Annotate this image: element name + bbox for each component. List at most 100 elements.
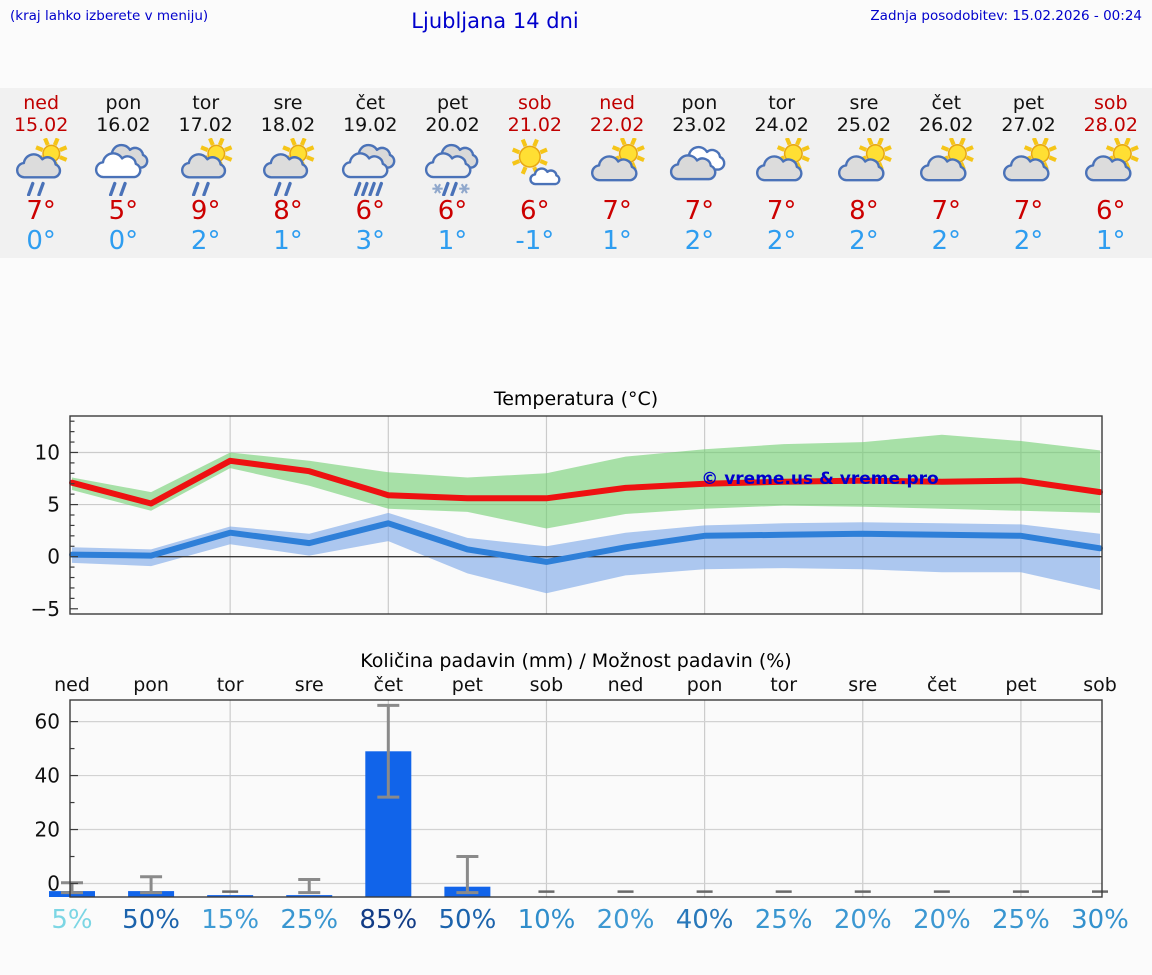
- day-name: pon: [681, 92, 718, 114]
- precip-day-label: sre: [295, 674, 324, 696]
- day-low-temp: 2°: [766, 226, 797, 256]
- day-column-21.02: sob 21.02 6° -1°: [494, 88, 576, 258]
- day-low-temp: 2°: [931, 226, 961, 256]
- last-update-label: Zadnja posodobitev: 15.02.2026 - 00:24: [870, 8, 1142, 24]
- temp-band: [72, 434, 1100, 529]
- day-column-23.02: pon 23.02 7° 2°: [658, 88, 740, 258]
- precip-probability-label: 40%: [676, 905, 734, 935]
- day-low-temp: 2°: [684, 226, 715, 256]
- precip-day-label: pon: [133, 674, 169, 696]
- day-date: 16.02: [96, 114, 151, 136]
- day-column-19.02: čet 19.02 6° 3°: [329, 88, 411, 258]
- precip-error-bar: [456, 855, 479, 895]
- precip-day-label: ned: [608, 674, 644, 696]
- day-low-temp: 0°: [26, 226, 56, 256]
- day-date: 17.02: [178, 114, 233, 136]
- day-low-temp: 1°: [602, 226, 632, 256]
- day-date: 18.02: [260, 114, 316, 136]
- day-name: sob: [518, 92, 552, 114]
- precip-probability-label: 10%: [518, 905, 576, 935]
- temperature-chart: © vreme.us & vreme.pro −5 0 5 10: [31, 415, 1103, 621]
- day-weather-icon: [658, 138, 740, 196]
- day-weather-icon: [411, 138, 493, 196]
- day-name: pet: [436, 92, 469, 114]
- day-weather-icon: [1070, 138, 1152, 196]
- cloud-sun-icon: [831, 138, 892, 196]
- day-date: 27.02: [1001, 114, 1056, 136]
- day-weather-icon: [494, 138, 576, 196]
- precipitation-chart-title: Količina padavin (mm) / Možnost padavin …: [360, 650, 792, 672]
- clouds-rain-icon: [90, 138, 156, 196]
- precip-probability-label: 25%: [755, 905, 813, 935]
- day-weather-icon: [329, 138, 411, 196]
- day-name: sob: [1094, 92, 1128, 114]
- precip-error-bar: [61, 881, 83, 895]
- precip-ytick-label: 0: [47, 872, 60, 896]
- menu-hint: (kraj lahko izberete v meniju): [10, 8, 209, 24]
- watermark: © vreme.us & vreme.pro: [701, 469, 938, 489]
- precip-probability-label: 20%: [834, 905, 892, 935]
- day-date: 28.02: [1083, 114, 1138, 136]
- day-low-temp: 2°: [1013, 226, 1044, 256]
- day-weather-icon: [82, 138, 164, 196]
- day-column-20.02: pet 20.02 6° 1°: [411, 88, 493, 258]
- precip-probability-label: 50%: [122, 905, 180, 935]
- day-weather-icon: [741, 138, 823, 196]
- precip-day-label: čet: [927, 674, 957, 696]
- day-low-temp: 1°: [1096, 226, 1126, 256]
- day-low-temp: 2°: [849, 226, 879, 256]
- precip-probability-label: 50%: [438, 905, 496, 935]
- day-high-temp: 8°: [849, 196, 879, 226]
- day-name: pon: [105, 92, 142, 114]
- day-column-18.02: sre 18.02 8° 1°: [247, 88, 329, 258]
- precip-ytick-label: 60: [35, 710, 60, 734]
- day-name: ned: [23, 92, 60, 114]
- sun-cloud-rain-icon: [255, 138, 315, 196]
- day-high-temp: 6°: [355, 196, 386, 226]
- clouds-sleet-icon: [420, 138, 486, 196]
- cloud-sun-icon: [1078, 138, 1139, 196]
- clouds-icon: [666, 138, 732, 196]
- temp-ytick-label: 10: [35, 440, 60, 464]
- precip-probability-label: 20%: [597, 905, 655, 935]
- precipitation-chart: ned pon tor sre čet pet sob ned pon tor sre čet pet s…: [35, 674, 1129, 935]
- day-high-temp: 6°: [1096, 196, 1126, 226]
- precip-day-label: pet: [452, 674, 483, 696]
- page-title: Ljubljana 14 dni: [411, 9, 579, 33]
- day-column-28.02: sob 28.02 6° 1°: [1070, 88, 1152, 258]
- precip-probability-label: 5%: [51, 905, 92, 935]
- precip-day-label: čet: [374, 674, 404, 696]
- day-weather-icon: [987, 138, 1069, 196]
- day-date: 21.02: [507, 114, 563, 136]
- day-name: ned: [599, 92, 635, 114]
- cloud-sun-icon: [584, 138, 645, 196]
- precip-day-label: tor: [217, 674, 244, 696]
- temp-line: [69, 520, 1103, 565]
- precip-probability-label: 85%: [359, 905, 417, 935]
- day-name: tor: [768, 92, 796, 114]
- precip-ytick-label: 40: [35, 764, 60, 788]
- day-date: 15.02: [13, 114, 69, 136]
- precip-bar: [207, 895, 254, 897]
- precip-day-label: pon: [687, 674, 723, 696]
- clouds-heavy-rain-icon: [337, 138, 403, 196]
- day-low-temp: 1°: [437, 226, 468, 256]
- day-low-temp: 3°: [355, 226, 386, 256]
- day-high-temp: 7°: [26, 196, 56, 226]
- precip-probability-label: 25%: [280, 905, 338, 935]
- day-column-25.02: sre 25.02 8° 2°: [823, 88, 905, 258]
- temp-line: [69, 457, 1103, 507]
- day-weather-icon: [165, 138, 247, 196]
- day-high-temp: 7°: [766, 196, 797, 226]
- day-date: 26.02: [919, 114, 974, 136]
- day-high-temp: 6°: [520, 196, 550, 226]
- day-column-26.02: čet 26.02 7° 2°: [905, 88, 987, 258]
- day-weather-icon: [247, 138, 329, 196]
- precip-day-label: sre: [848, 674, 877, 696]
- day-name: sre: [849, 92, 879, 114]
- day-column-24.02: tor 24.02 7° 2°: [741, 88, 823, 258]
- day-low-temp: 0°: [108, 226, 139, 256]
- day-column-22.02: ned 22.02 7° 1°: [576, 88, 658, 258]
- day-date: 25.02: [836, 114, 892, 136]
- sun-small-cloud-icon: [511, 138, 568, 196]
